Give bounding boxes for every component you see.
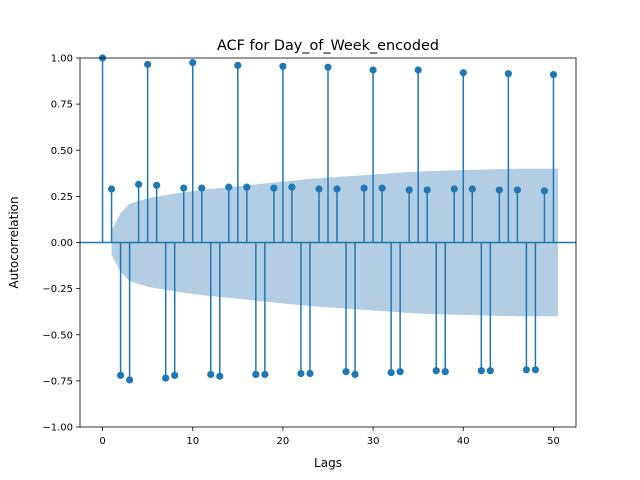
acf-point (162, 374, 170, 382)
acf-point (414, 66, 422, 74)
acf-point (153, 181, 161, 189)
y-tick-label: −1.00 (42, 423, 73, 434)
chart-title: ACF for Day_of_Week_encoded (217, 38, 439, 54)
y-axis-label: Autocorrelation (7, 196, 21, 288)
acf-point (116, 371, 125, 379)
x-axis-label: Lags (314, 456, 342, 470)
acf-point (522, 366, 531, 374)
acf-point (252, 370, 260, 379)
acf-point (270, 184, 278, 192)
acf-point (126, 376, 134, 384)
acf-point (189, 59, 197, 67)
x-axis-ticks: 0 10 20 30 40 50 (99, 427, 560, 447)
acf-point (333, 185, 341, 193)
y-tick-label: −0.50 (42, 330, 73, 341)
acf-point (396, 368, 404, 376)
acf-point (450, 185, 458, 193)
acf-point (288, 183, 296, 191)
acf-point (513, 186, 521, 194)
acf-point (378, 184, 386, 192)
acf-point (477, 367, 485, 375)
acf-point (495, 186, 503, 194)
acf-point (360, 184, 368, 192)
acf-point (207, 370, 215, 379)
acf-point (243, 183, 251, 191)
y-tick-label: −0.25 (42, 284, 73, 295)
acf-point (468, 185, 476, 193)
acf-point (297, 369, 305, 378)
acf-point (459, 69, 467, 77)
acf-point (540, 187, 549, 195)
y-tick-label: 0.00 (51, 238, 73, 249)
acf-point (369, 66, 377, 74)
acf-point (216, 372, 224, 380)
acf-point (315, 185, 323, 193)
acf-point (180, 184, 188, 192)
x-tick-label: 30 (367, 436, 380, 447)
x-tick-label: 50 (547, 436, 560, 447)
acf-stems (80, 54, 576, 384)
y-tick-label: 1.00 (51, 54, 73, 65)
x-tick-label: 20 (277, 436, 290, 447)
acf-point (225, 183, 233, 191)
acf-point (135, 180, 143, 188)
acf-point (405, 186, 413, 194)
acf-point (261, 370, 269, 379)
acf-point (423, 186, 431, 194)
acf-point (441, 368, 449, 376)
acf-point (306, 369, 314, 378)
y-tick-label: −0.75 (42, 376, 73, 387)
acf-point (279, 62, 287, 70)
acf-point (144, 60, 152, 69)
acf-point (171, 371, 179, 379)
y-tick-label: 0.50 (51, 146, 73, 157)
acf-point (531, 366, 540, 374)
x-tick-label: 0 (99, 436, 105, 447)
x-tick-label: 40 (457, 436, 470, 447)
acf-point (486, 367, 494, 375)
acf-point (342, 368, 350, 376)
acf-point (234, 61, 242, 69)
acf-point (432, 367, 440, 375)
acf-point (107, 185, 116, 193)
y-tick-label: 0.75 (51, 100, 73, 111)
acf-point (504, 70, 512, 78)
acf-point (351, 370, 359, 379)
acf-point (324, 63, 332, 71)
y-tick-label: 0.25 (51, 192, 73, 203)
acf-point (387, 368, 395, 377)
acf-point (549, 71, 558, 79)
y-axis-ticks: −1.00 −0.75 −0.50 −0.25 0.00 0.25 0.50 0.75 1.00 (42, 54, 80, 434)
acf-point (198, 184, 206, 192)
x-tick-label: 10 (186, 436, 199, 447)
